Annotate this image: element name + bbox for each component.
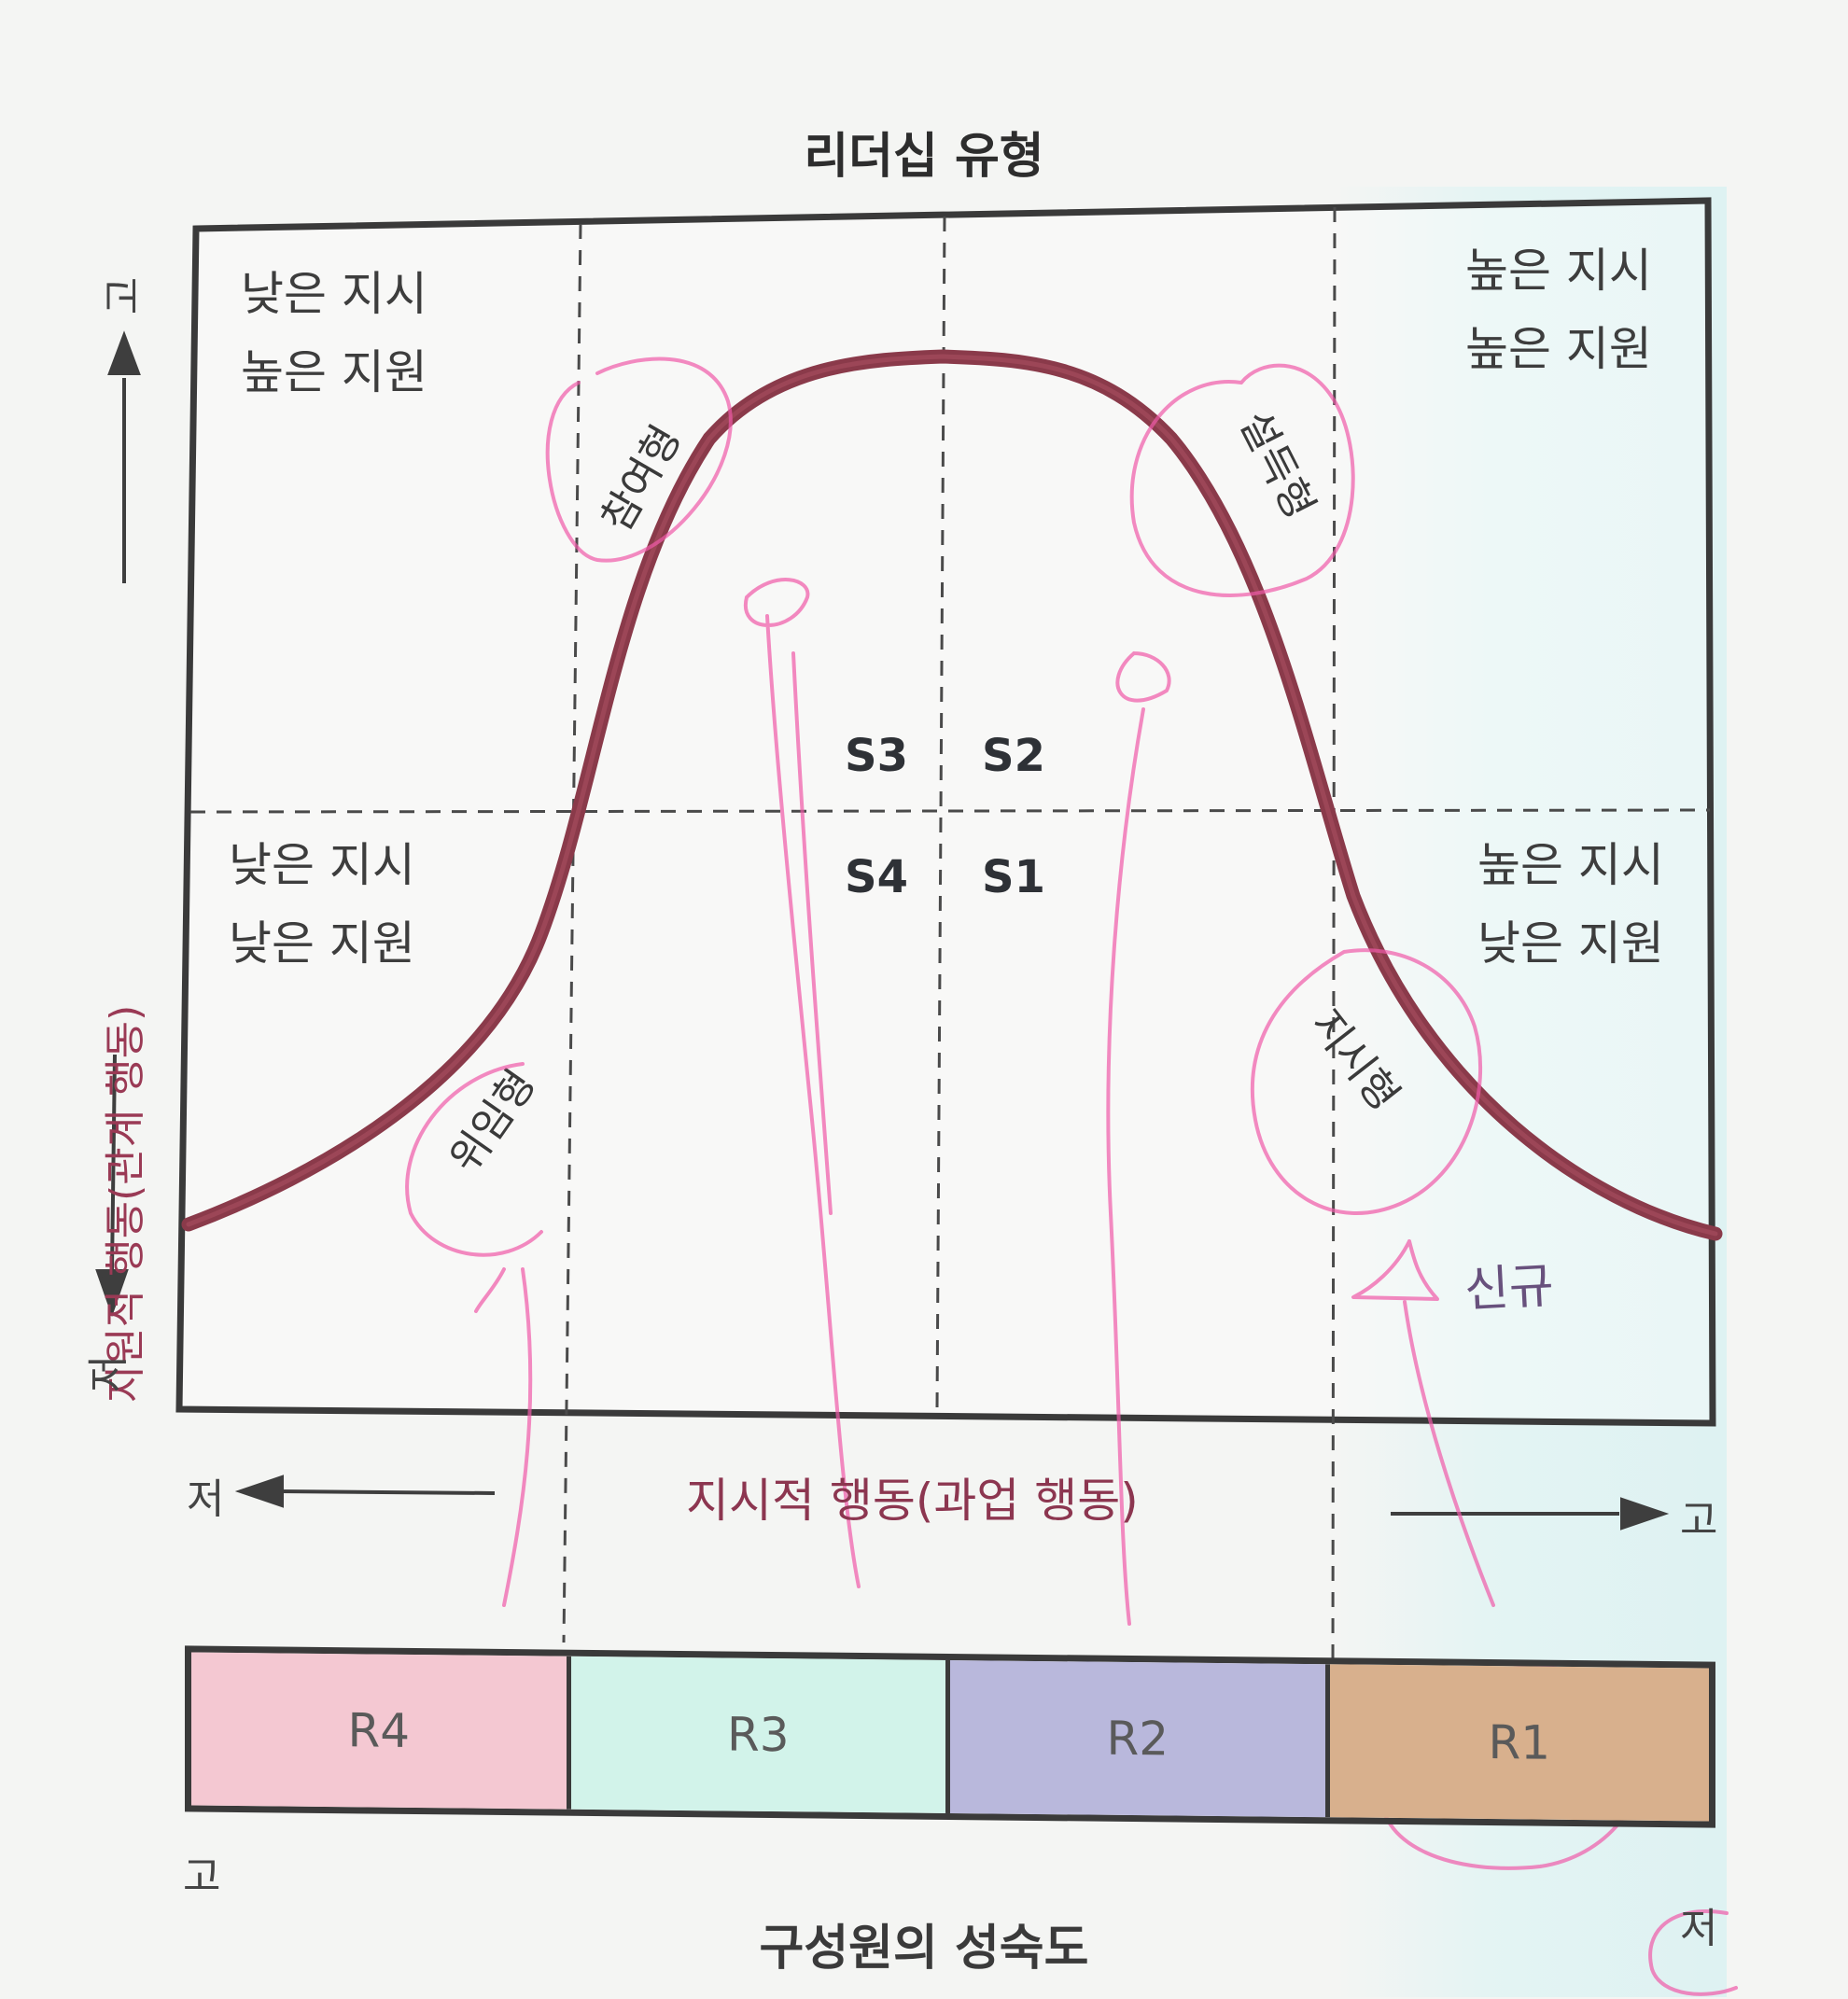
r4-label: R4 [347, 1703, 411, 1758]
quad-tr-line2: 높은 지원 [1465, 322, 1652, 376]
divider-middle [189, 808, 1711, 814]
quad-bl-line2: 낮은 지원 [229, 916, 415, 971]
s4-label: S4 [845, 851, 908, 903]
readiness-cell-r3: R3 [570, 1656, 950, 1813]
bottom-right-quadrant-label: 높은 지시 낮은 지원 [1477, 826, 1664, 983]
quad-br-line2: 낮은 지원 [1477, 916, 1664, 971]
r2-label: R2 [1106, 1711, 1169, 1767]
top-right-quadrant-label: 높은 지시 높은 지원 [1465, 231, 1652, 388]
s1-label: S1 [982, 851, 1045, 903]
r1-label: R1 [1488, 1715, 1551, 1770]
quad-bl-line1: 낮은 지시 [229, 838, 415, 892]
readiness-bar: R4 R3 R2 R1 [185, 1645, 1715, 1828]
s3-label: S3 [845, 730, 908, 782]
x-axis-arrows [234, 1475, 1670, 1531]
quad-tl-line1: 낮은 지시 [241, 267, 427, 321]
x-axis-high-label: 고 [1680, 1497, 1718, 1545]
readiness-high-label: 고 [183, 1853, 221, 1901]
readiness-cell-r4: R4 [191, 1652, 571, 1810]
x-axis-title: 지시적 행동(과업 행동) [686, 1474, 1139, 1528]
diagram-frame [175, 197, 1716, 1427]
bottom-left-quadrant-label: 낮은 지시 낮은 지원 [229, 826, 415, 983]
dashed-grid [189, 206, 1711, 1671]
readiness-cell-r1: R1 [1329, 1664, 1709, 1822]
quad-tl-line2: 높은 지원 [241, 345, 427, 399]
top-left-quadrant-label: 낮은 지시 높은 지원 [241, 255, 427, 412]
y-axis-arrow [95, 330, 141, 1318]
r3-label: R3 [726, 1707, 790, 1763]
quad-br-line1: 높은 지시 [1477, 838, 1664, 892]
divider-right [1331, 206, 1337, 1671]
readiness-cell-r2: R2 [950, 1660, 1330, 1818]
x-axis-low-label: 저 [187, 1475, 225, 1523]
divider-center [935, 216, 946, 1410]
quad-tr-line1: 높은 지시 [1465, 244, 1652, 298]
readiness-title: 구성원의 성숙도 [759, 1921, 1089, 1977]
diagram-title: 리더십 유형 [804, 129, 1044, 185]
readiness-low-label: 저 [1680, 1905, 1718, 1952]
annotation-text: 신규 [1463, 1258, 1556, 1319]
y-axis-low-label: 저 [85, 1354, 133, 1393]
s2-label: S2 [982, 730, 1045, 782]
divider-left [562, 223, 582, 1643]
y-axis-high-label: 고 [100, 276, 148, 315]
